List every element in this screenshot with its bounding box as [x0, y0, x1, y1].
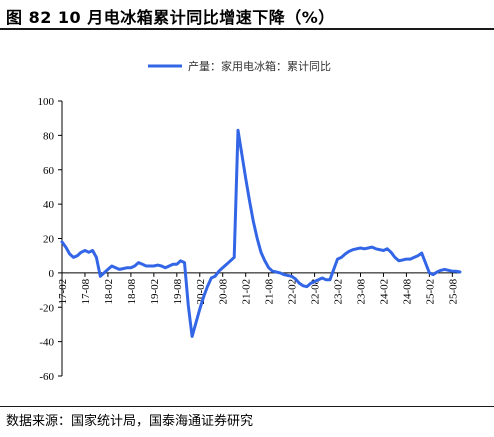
x-tick-label: 21-02	[241, 279, 253, 305]
x-tick-label: 23-02	[333, 279, 345, 305]
series-line	[60, 128, 462, 338]
x-tick-label: 23-08	[356, 278, 368, 304]
y-tick-label: 80	[43, 130, 55, 142]
y-tick-label: -60	[39, 371, 54, 383]
x-tick-label: 25-02	[424, 279, 436, 305]
x-tick-label: 17-08	[80, 278, 92, 304]
y-tick-label: 60	[43, 165, 55, 177]
y-tick-label: 0	[49, 268, 55, 280]
y-tick-label: 40	[43, 199, 55, 211]
x-axis: 17-02 17-08 18-02 18-08 19-02 19-08 20-02 20-08…	[57, 272, 460, 305]
x-tick-label: 22-08	[310, 278, 322, 304]
line-chart: 产量：家用电冰箱：累计同比 100 80 60 40 20 0 -20 -40 -60 17-0…	[38, 59, 462, 383]
y-tick-label: 100	[38, 96, 55, 108]
series-layer	[60, 128, 462, 338]
x-tick-label: 24-02	[378, 279, 390, 305]
y-tick-label: -40	[39, 337, 54, 349]
x-tick-label: 19-02	[149, 279, 161, 305]
x-tick-label: 21-08	[264, 278, 276, 304]
figure-title: 图 82 10 月电冰箱累计同比增速下降（%）	[6, 8, 335, 27]
x-tick-label: 18-02	[103, 279, 115, 305]
y-axis: 100 80 60 40 20 0 -20 -40 -60	[38, 96, 63, 383]
x-tick-label: 22-02	[287, 279, 299, 305]
y-tick-label: -20	[39, 302, 54, 314]
bottom-rule	[0, 406, 494, 407]
legend-label: 产量：家用电冰箱：累计同比	[188, 59, 331, 73]
figure-source: 数据来源：国家统计局，国泰海通证券研究	[6, 414, 254, 429]
x-tick-label: 17-02	[57, 279, 69, 305]
y-tick-label: 20	[43, 234, 55, 246]
x-tick-label: 25-08	[447, 278, 459, 304]
x-tick-label: 18-08	[126, 278, 138, 304]
x-tick-label: 20-08	[218, 278, 230, 304]
x-tick-label: 24-08	[401, 278, 413, 304]
x-tick-label: 19-08	[172, 278, 184, 304]
legend: 产量：家用电冰箱：累计同比	[148, 59, 331, 73]
top-rule	[0, 28, 494, 30]
